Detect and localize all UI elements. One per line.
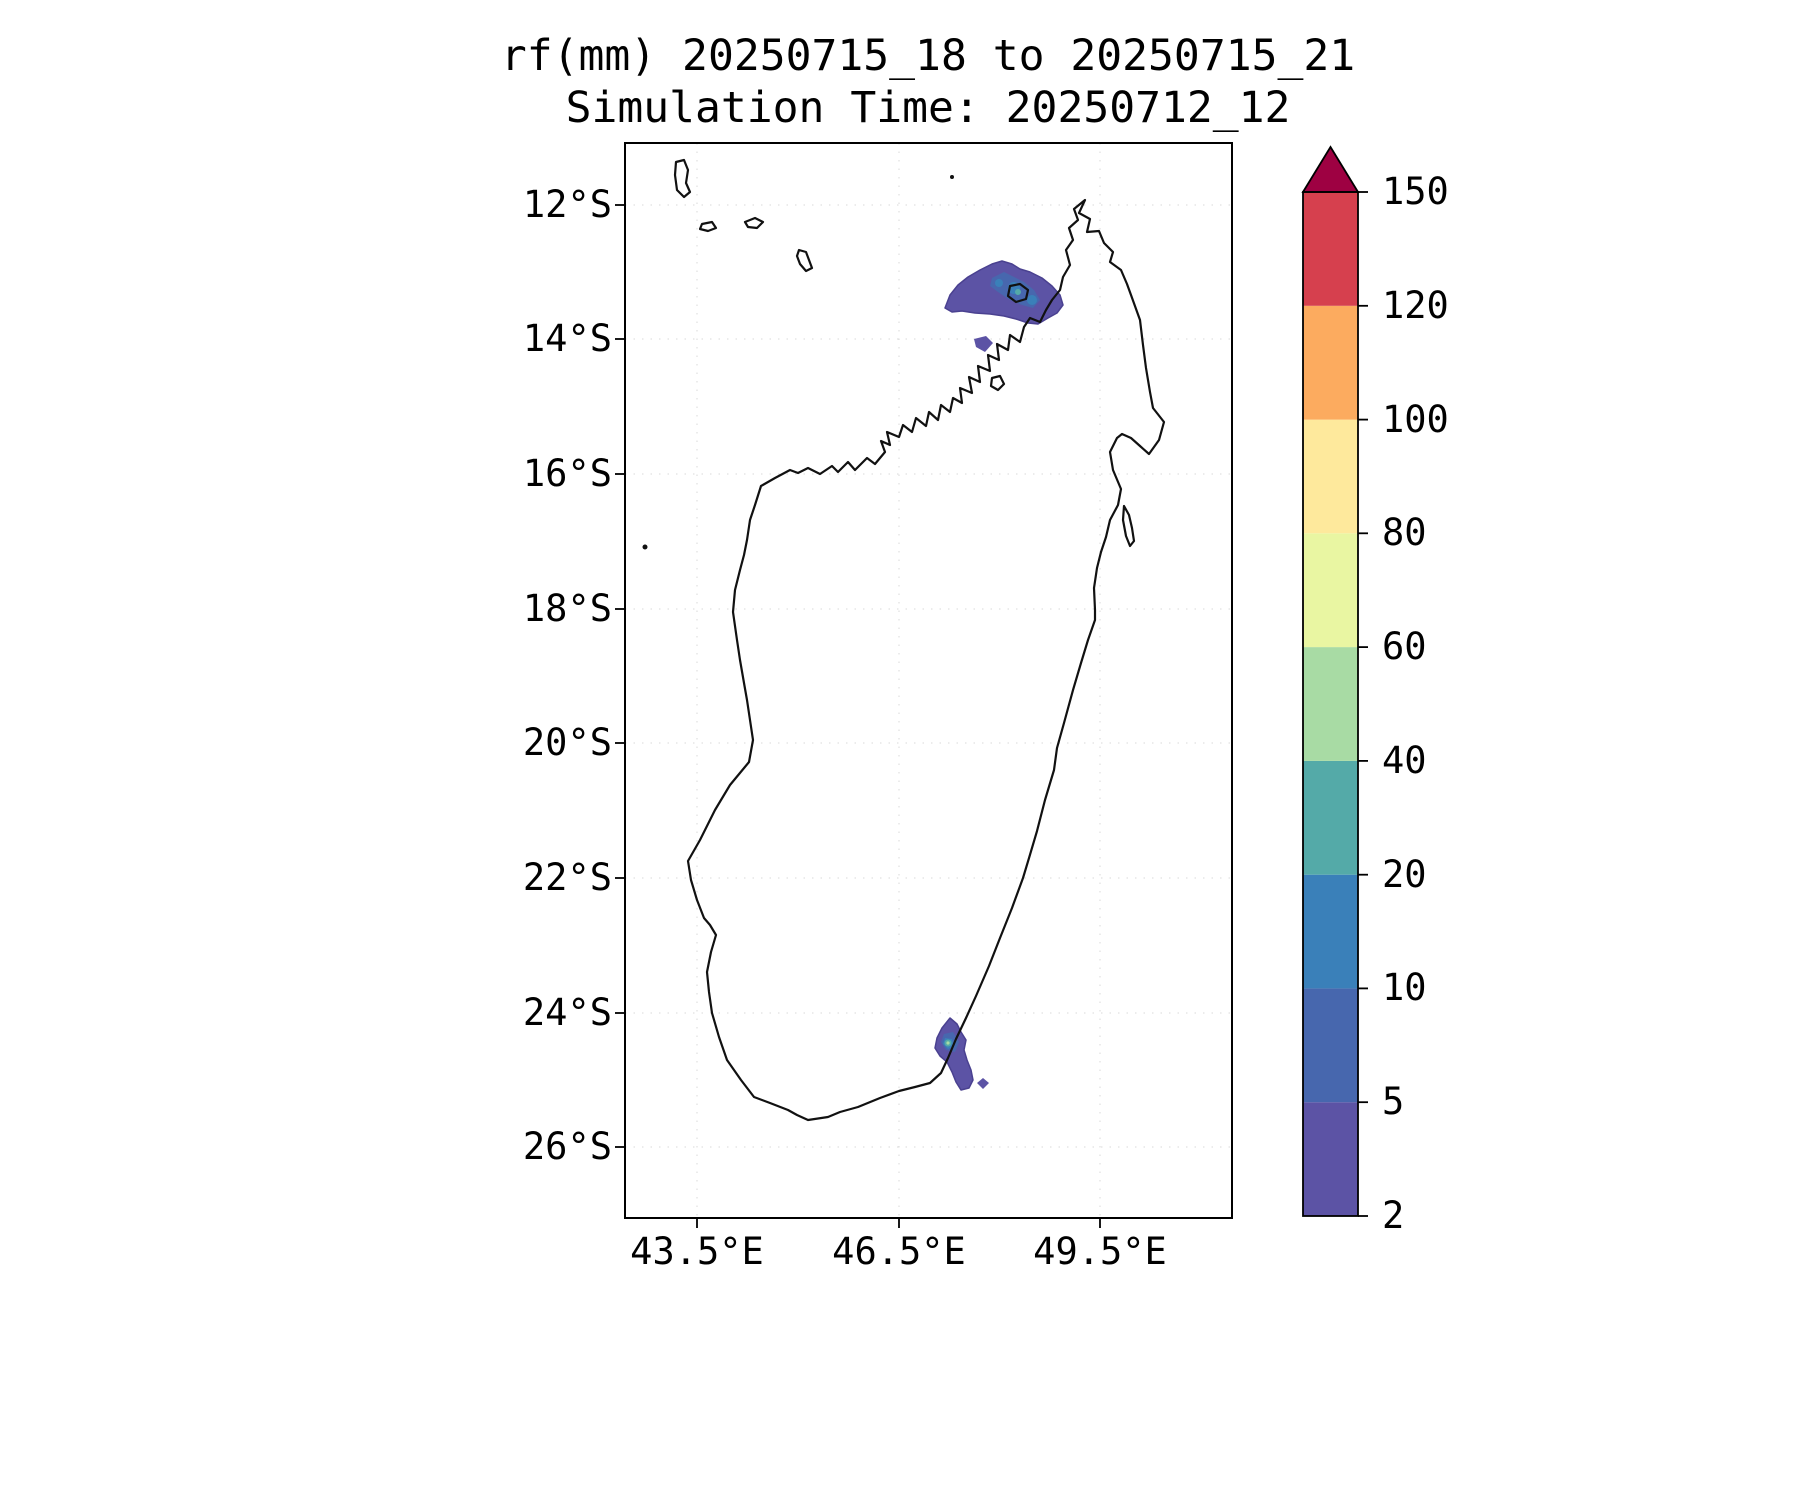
figure-title-line2: Simulation Time: 20250712_12: [565, 83, 1291, 133]
lat-tick-22s: 22°S: [522, 856, 612, 899]
colorbar-band-80-100: [1303, 419, 1358, 534]
rain-north-band-20-40: [1015, 289, 1021, 295]
cb-tick-40: 40: [1382, 739, 1427, 782]
colorbar-band-10-20: [1303, 874, 1358, 989]
island-sainte-marie: [1121, 504, 1136, 548]
coastline-madagascar: [686, 198, 1166, 1122]
islet-north-dot: [950, 175, 954, 179]
rain-patches: [934, 260, 1064, 1091]
lat-tick-12s: 12°S: [522, 183, 612, 226]
lat-tick-14s: 14°S: [522, 317, 612, 360]
colorbar-band-100-120: [1303, 305, 1358, 420]
lon-tick-46-5e: 46.5°E: [832, 1230, 966, 1273]
island-anjouan: [743, 216, 765, 230]
cb-tick-60: 60: [1382, 625, 1427, 668]
rain-north-band-10-20-b: [1027, 295, 1037, 305]
cb-tick-120: 120: [1382, 284, 1449, 327]
colorbar-ticks: [1358, 191, 1368, 1217]
cb-tick-2: 2: [1382, 1194, 1405, 1237]
rain-south-dot-band-2-5: [977, 1078, 989, 1089]
gridlines: [625, 143, 1232, 1218]
lon-tick-49-5e: 49.5°E: [1033, 1230, 1167, 1273]
island-grande-comore: [673, 158, 692, 199]
colorbar-outline: [1302, 191, 1359, 1217]
cb-tick-150: 150: [1382, 170, 1449, 213]
cb-tick-20: 20: [1382, 853, 1427, 896]
colorbar-band-5-10: [1303, 988, 1358, 1103]
plot-border: [624, 142, 1233, 1219]
rain-south-band-2-5: [934, 1017, 974, 1091]
cb-tick-10: 10: [1382, 966, 1427, 1009]
lat-tick-24s: 24°S: [522, 991, 612, 1034]
lat-tick-26s: 26°S: [522, 1125, 612, 1168]
colorbar-band-40-60: [1303, 647, 1358, 761]
lat-tick-18s: 18°S: [522, 587, 612, 630]
colorbar-over-arrow: [1301, 145, 1360, 193]
x-axis-ticks: [696, 1218, 1101, 1228]
colorbar: [1301, 145, 1368, 1217]
coastlines: [642, 158, 1166, 1122]
axes-frame: [615, 142, 1233, 1228]
rain-north-small-band-2-5: [974, 336, 993, 352]
cb-tick-5: 5: [1382, 1080, 1405, 1123]
cb-tick-80: 80: [1382, 511, 1427, 554]
figure-title-line1: rf(mm) 20250715_18 to 20250715_21: [500, 31, 1356, 81]
colorbar-band-20-40: [1303, 760, 1358, 875]
lat-tick-20s: 20°S: [522, 721, 612, 764]
island-small-nw: [989, 374, 1006, 392]
island-mayotte: [795, 248, 814, 273]
island-moheli: [698, 220, 718, 233]
colorbar-band-2-5: [1303, 1102, 1358, 1216]
y-axis-ticks: [615, 204, 625, 1148]
cb-tick-100: 100: [1382, 398, 1449, 441]
islet-west-dot: [642, 544, 648, 550]
rain-south-band-40-60: [946, 1041, 950, 1045]
rain-north-band-10-20-c: [995, 279, 1003, 287]
lat-tick-16s: 16°S: [522, 452, 612, 495]
colorbar-band-60-80: [1303, 533, 1358, 648]
colorbar-band-120-150: [1303, 192, 1358, 306]
island-nosy-be: [1006, 282, 1030, 304]
lon-tick-43-5e: 43.5°E: [630, 1230, 764, 1273]
